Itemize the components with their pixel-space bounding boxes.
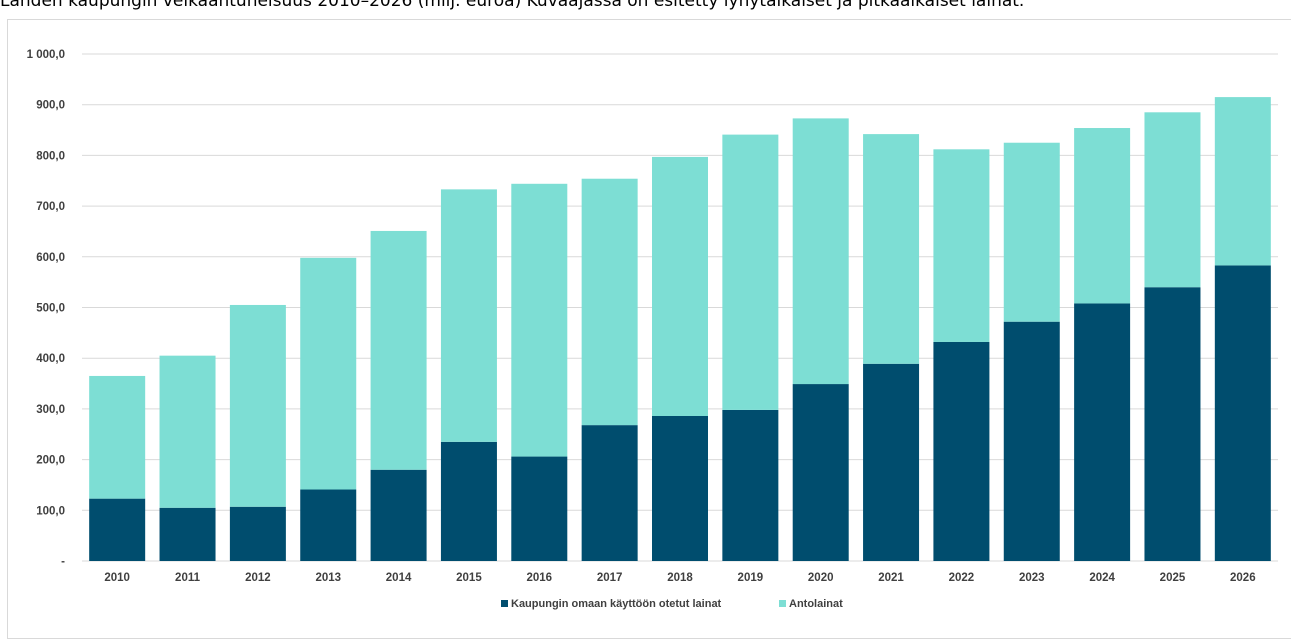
bars bbox=[89, 97, 1271, 561]
bar-own-use bbox=[370, 469, 427, 561]
bar-antolainat bbox=[933, 149, 990, 342]
bar-own-use bbox=[722, 409, 779, 561]
bar-antolainat bbox=[1214, 97, 1271, 266]
bar-antolainat bbox=[792, 118, 849, 385]
y-tick-label: 100,0 bbox=[36, 505, 65, 517]
bar-own-use bbox=[792, 384, 849, 561]
bar-own-use bbox=[652, 415, 708, 561]
bar-antolainat bbox=[511, 183, 568, 457]
x-tick-label: 2024 bbox=[1089, 572, 1115, 584]
bar-own-use bbox=[581, 425, 638, 561]
x-tick-label: 2014 bbox=[386, 572, 412, 584]
bar-own-use bbox=[89, 498, 146, 561]
bar-antolainat bbox=[722, 134, 779, 410]
bar-antolainat bbox=[89, 375, 146, 499]
bar-own-use bbox=[159, 507, 216, 561]
y-tick-label: 900,0 bbox=[36, 100, 65, 112]
y-tick-label: 500,0 bbox=[36, 303, 65, 315]
y-tick-label: 800,0 bbox=[36, 150, 65, 162]
y-tick-label: 200,0 bbox=[36, 455, 65, 467]
y-axis-ticks: - 100,0 200,0 300,0 400,0 500,0 600,0 700,0 800,… bbox=[27, 49, 66, 568]
bar-antolainat bbox=[1074, 128, 1131, 304]
bar-antolainat bbox=[863, 134, 920, 364]
legend-swatch-own-use bbox=[501, 600, 508, 607]
x-tick-label: 2020 bbox=[808, 572, 834, 584]
x-tick-label: 2022 bbox=[949, 572, 975, 584]
bar-own-use bbox=[511, 456, 568, 561]
y-tick-label: 600,0 bbox=[36, 252, 65, 264]
bar-own-use bbox=[1003, 321, 1060, 561]
x-tick-label: 2011 bbox=[175, 572, 201, 584]
y-tick-label: 1 000,0 bbox=[27, 49, 65, 61]
bar-antolainat bbox=[300, 257, 357, 490]
y-tick-label: 300,0 bbox=[36, 404, 65, 416]
bar-antolainat bbox=[652, 156, 708, 416]
y-tick-label: 700,0 bbox=[36, 201, 65, 213]
bar-own-use bbox=[300, 489, 357, 561]
bar-antolainat bbox=[581, 178, 638, 426]
chart-caption: Lahden kaupungin velkaantuneisuus 2010–2… bbox=[0, 0, 1025, 11]
y-tick-label: 400,0 bbox=[36, 353, 65, 365]
bar-own-use bbox=[863, 363, 920, 561]
bar-antolainat bbox=[1144, 112, 1201, 288]
bar-own-use bbox=[933, 341, 990, 561]
legend-label-antolainat: Antolainat bbox=[789, 598, 843, 610]
x-tick-label: 2012 bbox=[245, 572, 271, 584]
x-tick-label: 2025 bbox=[1160, 572, 1186, 584]
bar-own-use bbox=[229, 506, 286, 561]
legend-label-own-use: Kaupungin omaan käyttöön otetut lainat bbox=[511, 598, 722, 610]
bar-antolainat bbox=[440, 189, 497, 442]
x-tick-label: 2019 bbox=[738, 572, 764, 584]
bar-own-use bbox=[1214, 265, 1271, 561]
legend: Kaupungin omaan käyttöön otetut lainat A… bbox=[501, 598, 843, 610]
x-tick-label: 2016 bbox=[526, 572, 552, 584]
x-tick-label: 2018 bbox=[667, 572, 693, 584]
x-tick-label: 2015 bbox=[456, 572, 482, 584]
x-tick-label: 2026 bbox=[1230, 572, 1256, 584]
bar-antolainat bbox=[229, 304, 286, 507]
bar-antolainat bbox=[1003, 142, 1060, 322]
bar-own-use bbox=[440, 441, 497, 561]
bar-own-use bbox=[1144, 287, 1201, 561]
x-axis-ticks: 2010 2011 2012 2013 2014 2015 2016 2017 2018 2019… bbox=[104, 572, 1255, 584]
x-tick-label: 2017 bbox=[597, 572, 623, 584]
bar-own-use bbox=[1074, 303, 1131, 561]
bar-antolainat bbox=[159, 355, 216, 508]
x-tick-label: 2023 bbox=[1019, 572, 1045, 584]
legend-swatch-antolainat bbox=[779, 600, 786, 607]
y-tick-label: - bbox=[61, 556, 65, 568]
bar-antolainat bbox=[370, 230, 427, 470]
x-tick-label: 2010 bbox=[104, 572, 130, 584]
x-tick-label: 2013 bbox=[315, 572, 341, 584]
x-tick-label: 2021 bbox=[878, 572, 904, 584]
stacked-bar-chart: - 100,0 200,0 300,0 400,0 500,0 600,0 700,0 800,… bbox=[27, 49, 1278, 610]
